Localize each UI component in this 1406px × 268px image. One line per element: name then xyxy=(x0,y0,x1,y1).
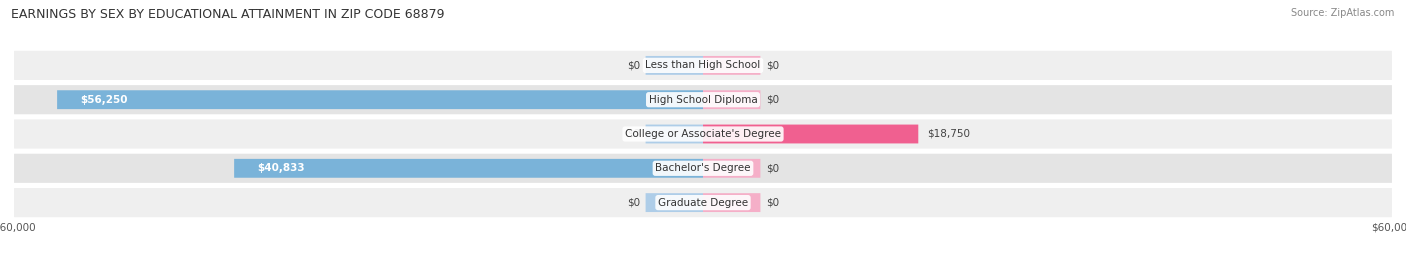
Text: $0: $0 xyxy=(766,198,779,208)
Text: $56,250: $56,250 xyxy=(80,95,128,105)
Text: $0: $0 xyxy=(627,129,640,139)
Text: $40,833: $40,833 xyxy=(257,163,305,173)
FancyBboxPatch shape xyxy=(645,193,703,212)
FancyBboxPatch shape xyxy=(645,125,703,143)
FancyBboxPatch shape xyxy=(703,56,761,75)
FancyBboxPatch shape xyxy=(645,56,703,75)
FancyBboxPatch shape xyxy=(703,193,761,212)
Text: $0: $0 xyxy=(766,163,779,173)
FancyBboxPatch shape xyxy=(14,154,1392,183)
Text: College or Associate's Degree: College or Associate's Degree xyxy=(626,129,780,139)
Text: Bachelor's Degree: Bachelor's Degree xyxy=(655,163,751,173)
Text: $18,750: $18,750 xyxy=(928,129,970,139)
FancyBboxPatch shape xyxy=(14,188,1392,217)
Text: Source: ZipAtlas.com: Source: ZipAtlas.com xyxy=(1291,8,1395,18)
FancyBboxPatch shape xyxy=(703,159,761,178)
Text: $0: $0 xyxy=(627,60,640,70)
FancyBboxPatch shape xyxy=(703,125,918,143)
FancyBboxPatch shape xyxy=(58,90,703,109)
Text: $0: $0 xyxy=(627,198,640,208)
FancyBboxPatch shape xyxy=(14,85,1392,114)
Text: $0: $0 xyxy=(766,95,779,105)
FancyBboxPatch shape xyxy=(703,90,761,109)
Text: Less than High School: Less than High School xyxy=(645,60,761,70)
FancyBboxPatch shape xyxy=(14,51,1392,80)
Text: EARNINGS BY SEX BY EDUCATIONAL ATTAINMENT IN ZIP CODE 68879: EARNINGS BY SEX BY EDUCATIONAL ATTAINMEN… xyxy=(11,8,444,21)
FancyBboxPatch shape xyxy=(14,120,1392,148)
Text: $0: $0 xyxy=(766,60,779,70)
Text: Graduate Degree: Graduate Degree xyxy=(658,198,748,208)
FancyBboxPatch shape xyxy=(235,159,703,178)
Text: High School Diploma: High School Diploma xyxy=(648,95,758,105)
